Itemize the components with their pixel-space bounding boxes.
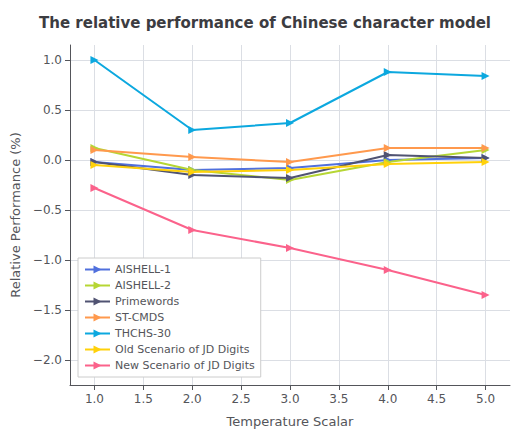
svg-text:Old Scenario of JD Digits: Old Scenario of JD Digits [115, 343, 250, 356]
svg-text:AISHELL-2: AISHELL-2 [115, 279, 171, 292]
svg-text:1.5: 1.5 [134, 392, 153, 406]
svg-text:5.0: 5.0 [476, 392, 495, 406]
svg-text:−0.5: −0.5 [33, 203, 62, 217]
svg-text:−2.0: −2.0 [33, 353, 62, 367]
svg-text:1.0: 1.0 [85, 392, 104, 406]
svg-text:4.0: 4.0 [378, 392, 397, 406]
svg-text:3.0: 3.0 [280, 392, 299, 406]
svg-text:2.5: 2.5 [232, 392, 251, 406]
svg-text:New Scenario of JD Digits: New Scenario of JD Digits [115, 359, 255, 372]
svg-text:1.0: 1.0 [43, 53, 62, 67]
svg-text:0.0: 0.0 [43, 153, 62, 167]
svg-text:Temperature Scalar: Temperature Scalar [226, 414, 354, 429]
svg-text:THCHS-30: THCHS-30 [114, 327, 171, 340]
svg-text:ST-CMDS: ST-CMDS [115, 311, 164, 324]
svg-text:−1.5: −1.5 [33, 303, 62, 317]
svg-text:Primewords: Primewords [115, 295, 180, 308]
svg-text:−1.0: −1.0 [33, 253, 62, 267]
svg-text:3.5: 3.5 [329, 392, 348, 406]
svg-text:0.5: 0.5 [43, 103, 62, 117]
svg-text:Relative Performance (%): Relative Performance (%) [8, 132, 23, 298]
svg-text:AISHELL-1: AISHELL-1 [115, 263, 171, 276]
svg-text:The relative performance of Ch: The relative performance of Chinese char… [39, 14, 491, 32]
svg-text:4.5: 4.5 [427, 392, 446, 406]
svg-text:2.0: 2.0 [183, 392, 202, 406]
